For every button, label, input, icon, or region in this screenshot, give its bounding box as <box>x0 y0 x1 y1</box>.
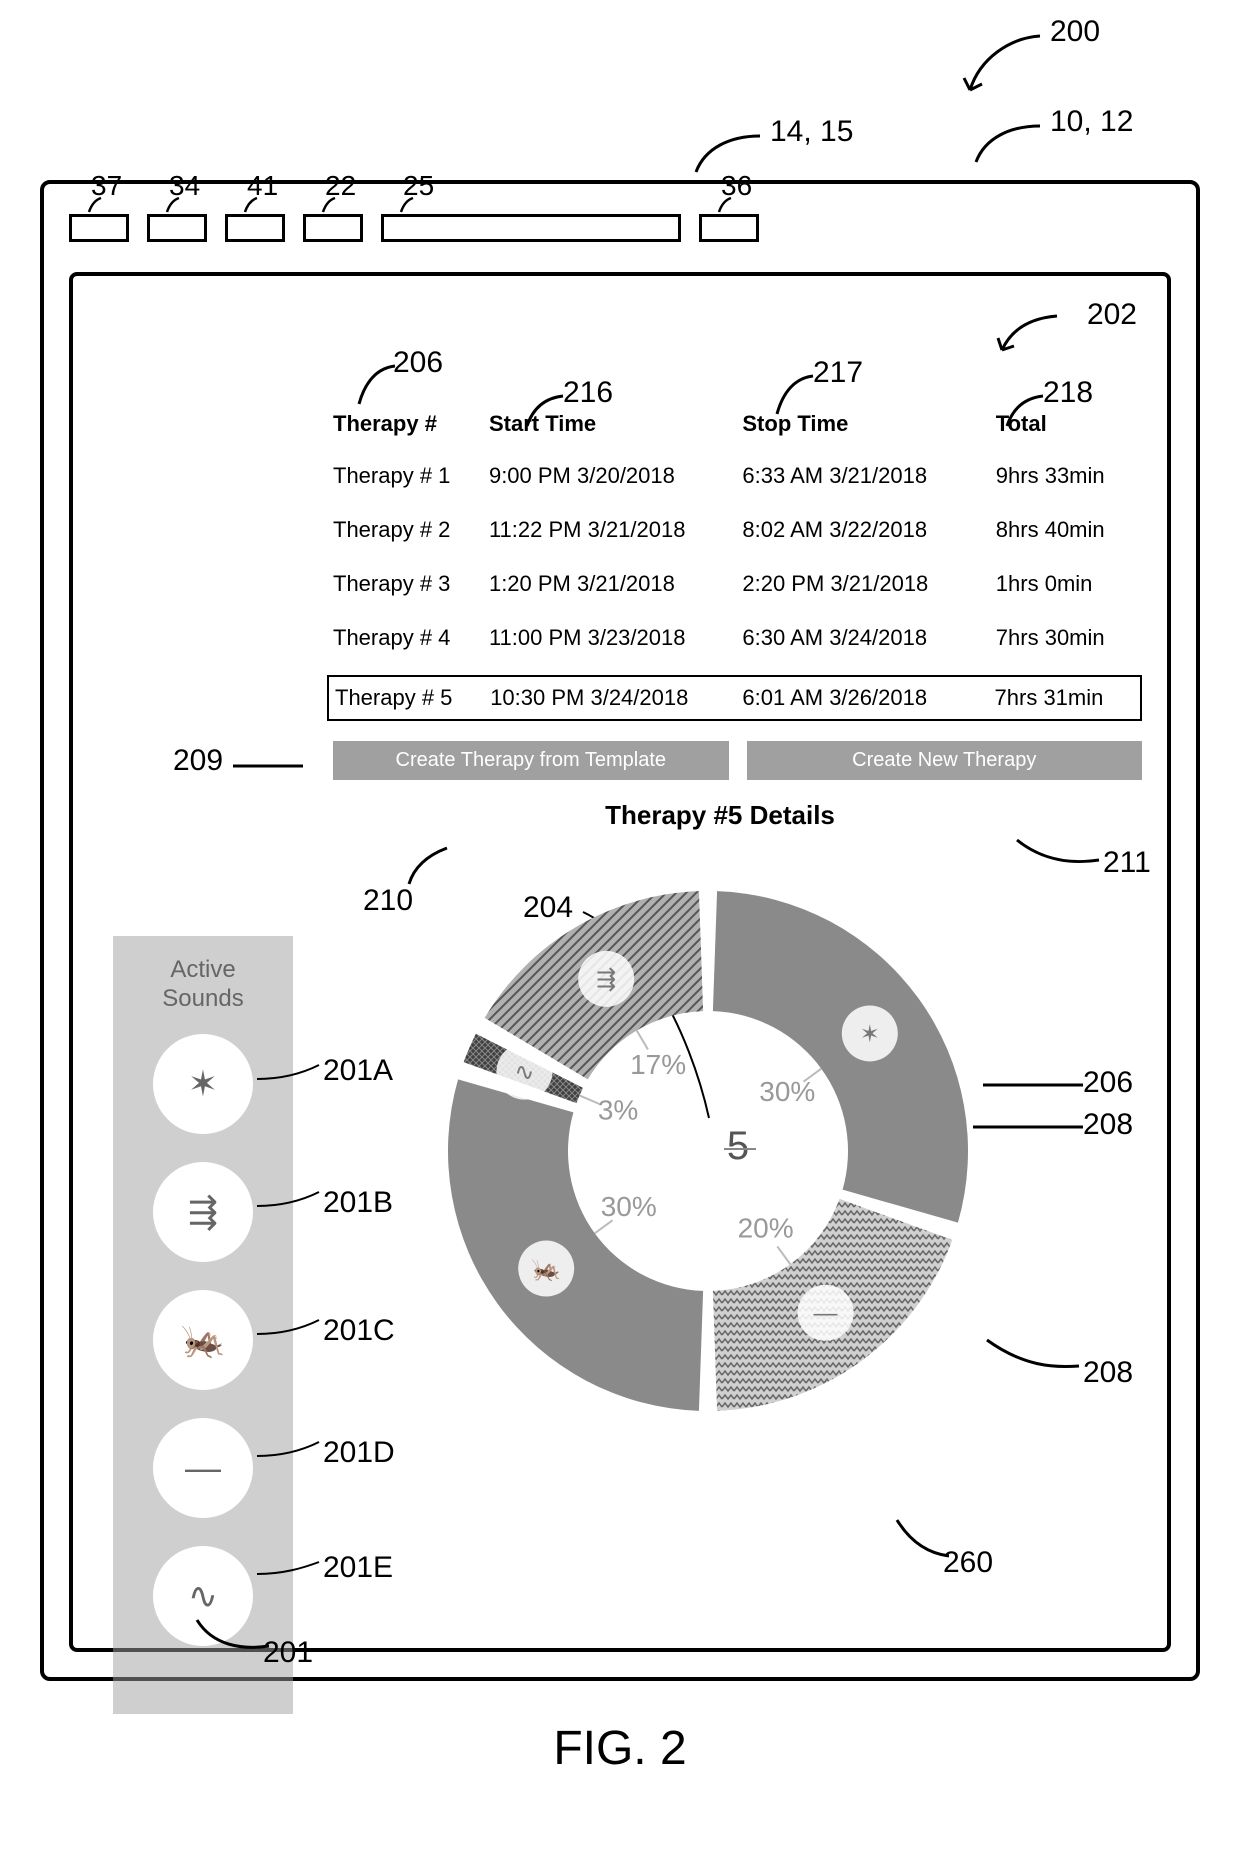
sound-icon[interactable]: 🦗 <box>153 1290 253 1390</box>
therapy-donut-chart: 30% ✶ 20% — 30% 🦗 3% ∿ 17% ⇶ 5 <box>398 841 1018 1461</box>
ref-201C: 201C <box>323 1314 395 1348</box>
ref-201A: 201A <box>323 1054 393 1088</box>
ref-260: 260 <box>943 1546 993 1580</box>
hdr-stop: Stop Time <box>742 411 995 437</box>
table-row[interactable]: Therapy # 411:00 PM 3/23/20186:30 AM 3/2… <box>333 621 1142 655</box>
table-row[interactable]: Therapy # 510:30 PM 3/24/20186:01 AM 3/2… <box>327 675 1142 721</box>
donut-slice-icon: — <box>814 1300 838 1327</box>
create-new-therapy-button[interactable]: Create New Therapy <box>747 741 1143 780</box>
cell-total: 9hrs 33min <box>996 463 1142 489</box>
ref-208b: 208 <box>1083 1356 1133 1390</box>
donut-slice[interactable] <box>448 1079 703 1411</box>
hdr-start: Start Time <box>489 411 742 437</box>
cell-stop: 6:33 AM 3/21/2018 <box>742 463 995 489</box>
active-sounds-panel: ActiveSounds ✶ ⇶ 🦗 — ∿ <box>113 936 293 1714</box>
ref-10-12: 10, 12 <box>1050 105 1133 139</box>
ref-206b: 206 <box>1083 1066 1133 1100</box>
sound-icon[interactable]: ⇶ <box>153 1162 253 1262</box>
toolbar-box[interactable] <box>381 214 681 242</box>
cell-stop: 6:01 AM 3/26/2018 <box>742 685 994 711</box>
cell-num: Therapy # 3 <box>333 571 489 597</box>
ref-201B: 201B <box>323 1186 393 1220</box>
cell-stop: 2:20 PM 3/21/2018 <box>742 571 995 597</box>
donut-pct-label: 30% <box>759 1076 815 1107</box>
toolbar-box[interactable] <box>699 214 759 242</box>
table-row[interactable]: Therapy # 19:00 PM 3/20/20186:33 AM 3/21… <box>333 459 1142 493</box>
ref-201: 201 <box>263 1636 313 1670</box>
donut-center-label: 5 <box>727 1124 749 1168</box>
cell-num: Therapy # 4 <box>333 625 489 651</box>
donut-pct-label: 3% <box>598 1094 638 1125</box>
cell-total: 1hrs 0min <box>996 571 1142 597</box>
hdr-therapy-num: Therapy # <box>333 411 489 437</box>
sidebar-title: ActiveSounds <box>125 956 281 1014</box>
ref-217: 217 <box>813 356 863 390</box>
donut-pct-label: 20% <box>738 1213 794 1244</box>
ref-200: 200 <box>1050 15 1100 49</box>
outer-window-frame: 373441222536 202 206 216 217 218 Therapy… <box>40 180 1200 1681</box>
toolbar-box[interactable] <box>225 214 285 242</box>
cell-start: 1:20 PM 3/21/2018 <box>489 571 742 597</box>
cell-start: 10:30 PM 3/24/2018 <box>490 685 742 711</box>
donut-slice-icon: ∿ <box>514 1059 534 1086</box>
toolbar-box[interactable] <box>303 214 363 242</box>
details-title: Therapy #5 Details <box>298 800 1142 831</box>
ref-218: 218 <box>1043 376 1093 410</box>
ref-216: 216 <box>563 376 613 410</box>
toolbar: 373441222536 <box>69 214 1171 242</box>
table-header: Therapy # Start Time Stop Time Total <box>333 411 1142 437</box>
toolbar-box[interactable] <box>147 214 207 242</box>
sound-icon[interactable]: ∿ <box>153 1546 253 1646</box>
cell-start: 11:00 PM 3/23/2018 <box>489 625 742 651</box>
donut-slice-icon: 🦗 <box>531 1256 561 1283</box>
donut-svg: 30% ✶ 20% — 30% 🦗 3% ∿ 17% ⇶ 5 <box>398 841 1018 1461</box>
ref-209: 209 <box>173 744 223 778</box>
toolbar-box[interactable] <box>69 214 129 242</box>
donut-slice-icon: ⇶ <box>596 966 616 993</box>
ref-201D: 201D <box>323 1436 395 1470</box>
donut-pct-label: 30% <box>601 1191 657 1222</box>
cell-num: Therapy # 2 <box>333 517 489 543</box>
sound-icon[interactable]: ✶ <box>153 1034 253 1134</box>
cell-num: Therapy # 5 <box>335 685 490 711</box>
therapy-table: Therapy # Start Time Stop Time Total The… <box>333 411 1142 721</box>
sound-icon[interactable]: — <box>153 1418 253 1518</box>
cell-start: 11:22 PM 3/21/2018 <box>489 517 742 543</box>
ref-201E: 201E <box>323 1551 393 1585</box>
cell-stop: 6:30 AM 3/24/2018 <box>742 625 995 651</box>
cell-stop: 8:02 AM 3/22/2018 <box>742 517 995 543</box>
inner-content-frame: 202 206 216 217 218 Therapy # Start Time… <box>69 272 1171 1652</box>
cell-total: 7hrs 31min <box>995 685 1140 711</box>
ref-206: 206 <box>393 346 443 380</box>
donut-pct-label: 17% <box>630 1049 686 1080</box>
ref-202: 202 <box>1087 298 1137 332</box>
hdr-total: Total <box>996 411 1142 437</box>
cell-start: 9:00 PM 3/20/2018 <box>489 463 742 489</box>
table-row[interactable]: Therapy # 211:22 PM 3/21/20188:02 AM 3/2… <box>333 513 1142 547</box>
table-row[interactable]: Therapy # 31:20 PM 3/21/20182:20 PM 3/21… <box>333 567 1142 601</box>
cell-total: 7hrs 30min <box>996 625 1142 651</box>
ref-211: 211 <box>1103 846 1151 880</box>
cell-total: 8hrs 40min <box>996 517 1142 543</box>
ref-208: 208 <box>1083 1108 1133 1142</box>
action-buttons: Create Therapy from Template Create New … <box>333 741 1142 780</box>
donut-slice[interactable] <box>713 891 968 1223</box>
create-from-template-button[interactable]: Create Therapy from Template <box>333 741 729 780</box>
ref-14-15: 14, 15 <box>770 115 853 149</box>
donut-slice-icon: ✶ <box>860 1021 880 1048</box>
figure-caption: FIG. 2 <box>40 1721 1200 1776</box>
cell-num: Therapy # 1 <box>333 463 489 489</box>
